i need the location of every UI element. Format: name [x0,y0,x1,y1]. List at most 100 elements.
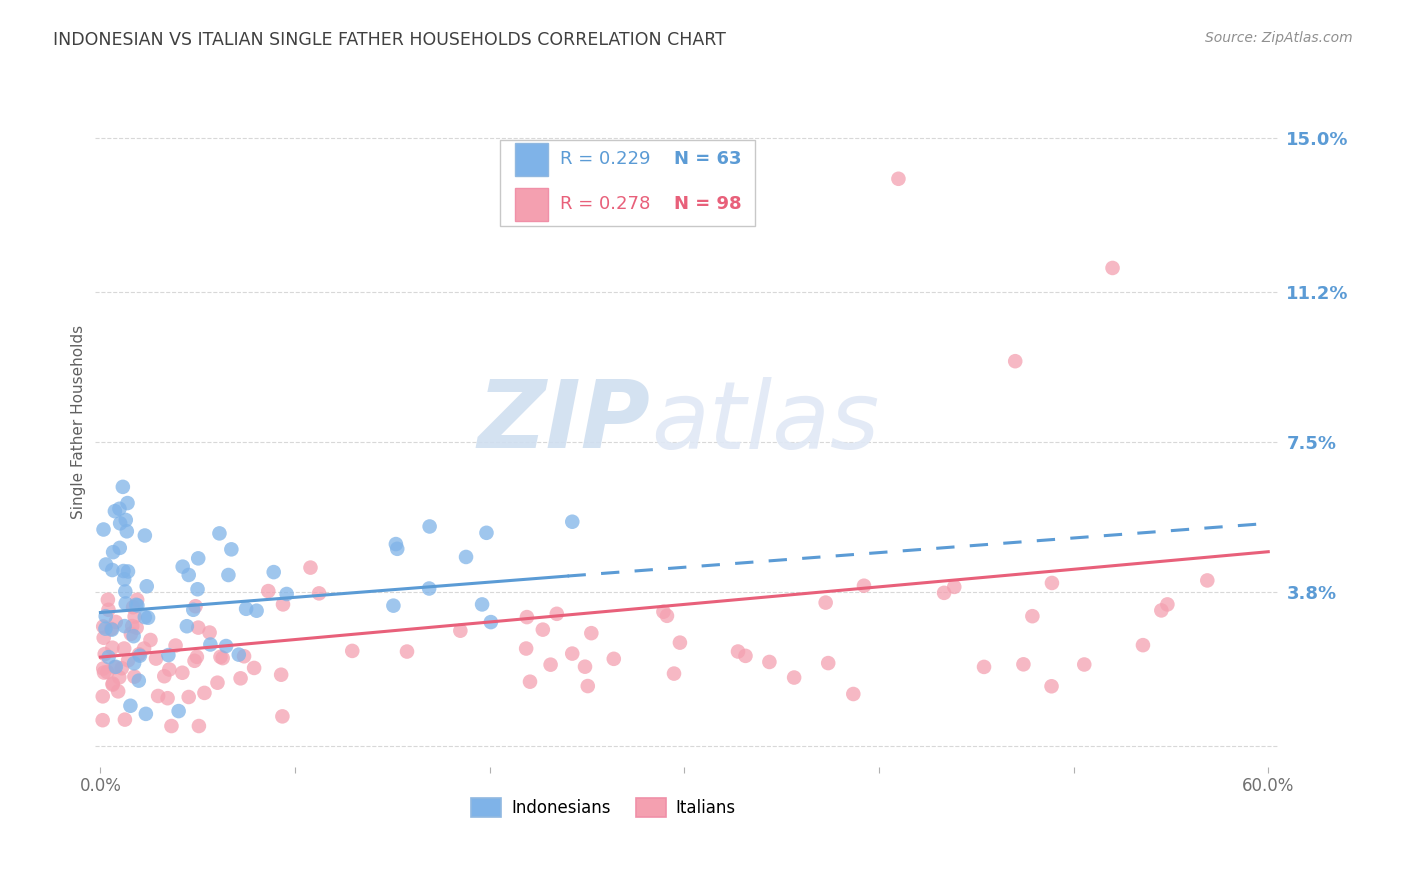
Point [454,549,477,564]
Point [574,659,596,673]
Point [842,687,865,701]
Point [157,648,180,662]
Point [104,615,127,629]
Point [93,523,115,537]
Point [93,665,115,680]
Point [134,610,156,624]
Point [187,582,209,597]
Point [134,528,156,542]
Point [516,610,538,624]
Point [127,599,149,613]
Point [758,655,780,669]
Legend: Indonesians, Italians: Indonesians, Italians [464,791,742,823]
Point [263,565,285,579]
Point [139,632,162,647]
Point [1004,354,1026,368]
Point [94,558,117,572]
Point [187,551,209,566]
Point [181,603,204,617]
Point [101,678,124,692]
Point [172,665,194,680]
Point [540,657,562,672]
Point [122,600,145,615]
Point [235,602,257,616]
Point [104,504,127,518]
Point [943,580,966,594]
Point [172,559,194,574]
Point [246,604,269,618]
Point [184,599,207,614]
Point [94,622,117,636]
Point [97,603,120,617]
Point [129,648,152,663]
Point [107,684,129,698]
Point [124,609,146,624]
Point [271,598,294,612]
Point [308,586,330,600]
Point [111,661,134,675]
Text: ZIP: ZIP [478,376,651,468]
Point [727,644,749,658]
Point [104,660,127,674]
Point [193,686,215,700]
Point [233,649,256,664]
Point [546,607,568,621]
Point [100,622,122,636]
Point [652,605,675,619]
Point [145,651,167,665]
Point [887,171,910,186]
Point [208,526,231,541]
Point [91,619,114,633]
Point [1040,576,1063,591]
Point [101,623,124,637]
FancyBboxPatch shape [515,187,548,221]
Point [122,657,145,671]
Point [1021,609,1043,624]
Point [655,608,678,623]
Point [167,704,190,718]
Point [128,647,150,661]
Point [104,660,127,674]
Point [160,719,183,733]
Text: N = 98: N = 98 [675,195,742,213]
Point [108,541,131,555]
Point [91,661,114,675]
Point [136,611,159,625]
Point [128,673,150,688]
Point [114,619,136,633]
Point [153,669,176,683]
Point [108,670,131,684]
Point [127,592,149,607]
Point [561,515,583,529]
Point [135,579,157,593]
Point [117,496,139,510]
Point [207,675,229,690]
Point [215,639,238,653]
Point [228,648,250,662]
Point [1156,598,1178,612]
Point [120,698,142,713]
Point [101,545,124,559]
Point [187,719,209,733]
Point [117,565,139,579]
Point [132,641,155,656]
Point [120,627,142,641]
Point [111,480,134,494]
Point [382,599,405,613]
Text: N = 63: N = 63 [675,151,742,169]
Point [852,579,875,593]
Point [519,674,541,689]
Point [299,560,322,574]
Point [165,639,187,653]
Text: Source: ZipAtlas.com: Source: ZipAtlas.com [1205,31,1353,45]
Point [270,667,292,681]
Point [96,665,118,679]
Point [125,598,148,612]
Point [94,609,117,624]
Point [157,663,180,677]
Point [187,621,209,635]
Point [200,638,222,652]
Point [271,709,294,723]
Point [1012,657,1035,672]
Point [97,650,120,665]
